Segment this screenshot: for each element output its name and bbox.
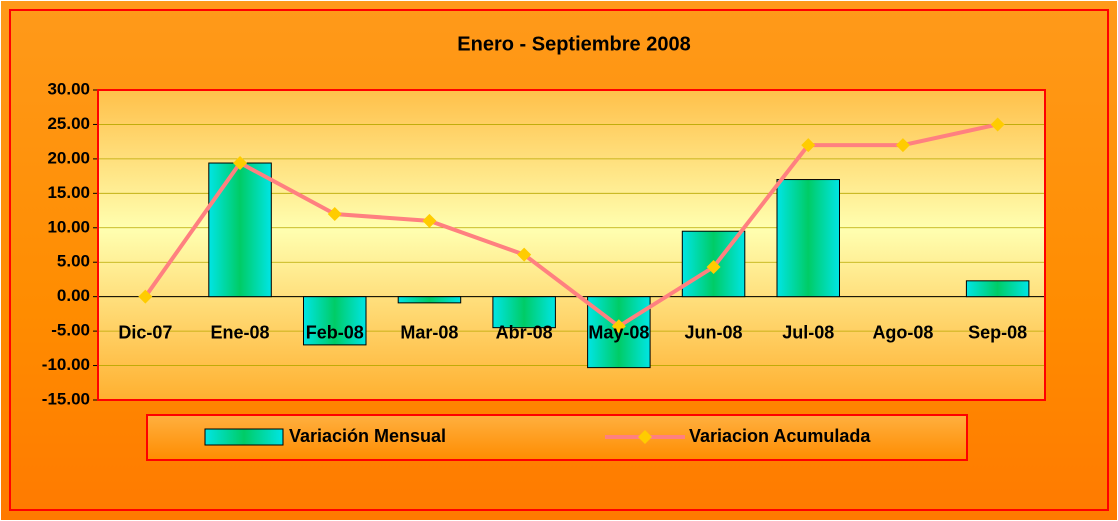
y-tick-label: -15.00 <box>42 389 90 408</box>
x-tick-label: Jul-08 <box>782 322 834 342</box>
x-tick-label: Sep-08 <box>968 322 1027 342</box>
bar <box>965 280 1030 298</box>
plot-border <box>97 89 1046 401</box>
legend-label: Variacion Acumulada <box>689 426 871 446</box>
marker <box>327 207 342 221</box>
legend-swatch <box>204 428 284 446</box>
bar <box>397 296 462 304</box>
x-tick-label: Dic-07 <box>118 322 172 342</box>
marks <box>138 117 1030 369</box>
marker <box>990 117 1005 132</box>
chart-title: Enero - Septiembre 2008 <box>457 33 690 55</box>
bar <box>208 162 272 298</box>
y-tick-label: 25.00 <box>47 114 90 133</box>
legend-box <box>146 414 968 461</box>
marker <box>422 213 437 228</box>
marker <box>895 138 910 153</box>
y-tick-label: 20.00 <box>47 148 90 167</box>
bar <box>776 179 841 298</box>
bar <box>492 296 556 329</box>
x-tick-label: Feb-08 <box>306 322 364 342</box>
legend-label: Variación Mensual <box>289 426 446 446</box>
line <box>143 122 999 329</box>
marker <box>706 260 721 275</box>
x-tick-label: Mar-08 <box>400 322 458 342</box>
chart-border <box>9 9 1109 511</box>
bar <box>302 296 367 346</box>
x-tick-label: Ene-08 <box>211 322 270 342</box>
legend-marker <box>638 430 652 444</box>
marker <box>138 289 153 304</box>
y-tick-label: 5.00 <box>57 252 90 271</box>
x-tick-label: Abr-08 <box>496 322 553 342</box>
y-tick-label: 0.00 <box>57 286 90 305</box>
marker <box>801 138 816 153</box>
y-tick-label: 30.00 <box>47 79 90 98</box>
marker <box>517 247 532 262</box>
x-tick-label: Jun-08 <box>685 322 743 342</box>
marker <box>233 156 248 171</box>
labels: -15.00 -10.00 -5.00 0.00 5.00 10.00 15.00 20.00… <box>42 79 1027 445</box>
y-tick-label: 15.00 <box>47 183 90 202</box>
x-tick-label: Ago-08 <box>872 322 933 342</box>
marker <box>611 319 626 334</box>
y-tick-label: -10.00 <box>42 355 90 374</box>
y-tick-label: -5.00 <box>51 321 90 340</box>
y-tick-label: 10.00 <box>47 217 90 236</box>
x-tick-label: May-08 <box>588 322 649 342</box>
